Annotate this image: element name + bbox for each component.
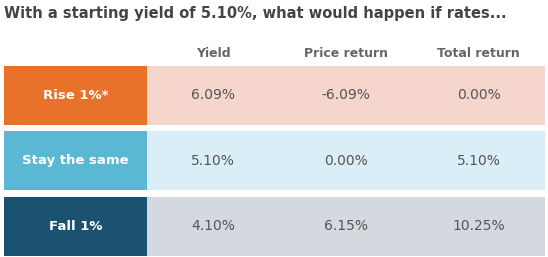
Text: Rise 1%*: Rise 1%* — [43, 89, 109, 102]
Text: Fall 1%: Fall 1% — [49, 220, 102, 233]
Bar — [4, 197, 147, 256]
Text: 10.25%: 10.25% — [453, 219, 505, 233]
Text: Yield: Yield — [196, 48, 231, 60]
Bar — [147, 66, 545, 125]
Bar — [147, 131, 545, 190]
Text: 6.15%: 6.15% — [324, 219, 368, 233]
Bar — [4, 66, 147, 125]
Text: 6.09%: 6.09% — [191, 88, 235, 102]
Text: Stay the same: Stay the same — [22, 154, 129, 167]
Bar — [147, 197, 545, 256]
Text: 5.10%: 5.10% — [457, 154, 501, 168]
Text: Total return: Total return — [437, 48, 520, 60]
Text: With a starting yield of 5.10%, what would happen if rates...: With a starting yield of 5.10%, what wou… — [4, 6, 507, 21]
Bar — [4, 131, 147, 190]
Text: Price return: Price return — [304, 48, 388, 60]
Text: -6.09%: -6.09% — [322, 88, 370, 102]
Text: 4.10%: 4.10% — [191, 219, 235, 233]
Text: 5.10%: 5.10% — [191, 154, 235, 168]
Text: 0.00%: 0.00% — [457, 88, 501, 102]
Text: 0.00%: 0.00% — [324, 154, 368, 168]
